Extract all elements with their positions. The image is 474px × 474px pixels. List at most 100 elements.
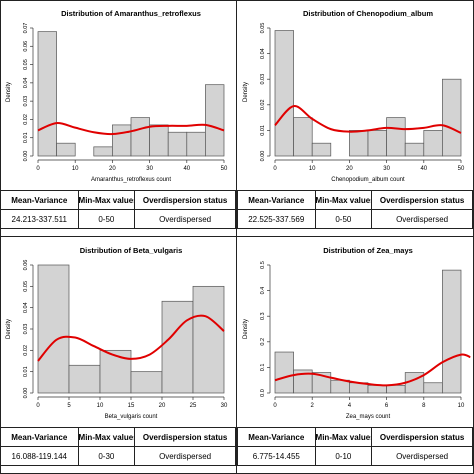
x-tick-label: 4 <box>348 403 352 409</box>
chart-title: Distribution of Zea_mays <box>323 246 413 255</box>
stats-table-amaranthus: Mean-Variance Min-Max values Overdispers… <box>0 190 236 229</box>
y-tick-label: 0.05 <box>260 23 266 34</box>
histogram-bar <box>442 78 462 157</box>
histogram-bar <box>37 31 57 157</box>
y-tick-label: 0.03 <box>260 74 266 85</box>
x-tick-label: 40 <box>183 166 190 172</box>
x-tick-label: 0 <box>36 403 40 409</box>
y-tick-label: 0.04 <box>23 302 29 313</box>
y-tick-label: 0.02 <box>23 114 29 125</box>
density-curve <box>37 314 225 362</box>
density-curve <box>274 105 462 134</box>
y-tick-label: 0.01 <box>23 132 29 143</box>
histogram-bar <box>112 124 132 157</box>
histogram-bar <box>423 130 443 157</box>
histogram-bar <box>386 117 406 157</box>
x-axis-label: Amaranthus_retroflexus count <box>91 177 171 183</box>
density-curve <box>274 353 471 387</box>
histogram-bar <box>130 371 163 394</box>
header-mean-variance: Mean-Variance <box>0 190 79 210</box>
histogram-bar <box>404 142 425 157</box>
stats-table-zea: Mean-Variance Min-Max values Overdispers… <box>237 427 473 466</box>
y-tick-label: 0.04 <box>23 77 29 88</box>
chart-chenopodium: Distribution of Chenopodium_album 0.00 0.0… <box>239 2 471 188</box>
header-overdispersion: Overdispersion status <box>134 427 236 447</box>
cell-overdispersion: Overdispersed <box>134 209 236 229</box>
chart-zea: Distribution of Zea_mays 0.0 0.1 0.2 0.3 0.4 0… <box>239 239 471 425</box>
y-tick-label: 0.00 <box>23 151 29 162</box>
histogram-bar <box>93 146 113 157</box>
histogram-bar <box>330 379 350 394</box>
y-tick-label: 0.2 <box>260 338 266 346</box>
y-tick-label: 0.00 <box>260 151 266 162</box>
y-axis-label: Density <box>6 319 12 339</box>
y-tick-label: 0.01 <box>23 366 29 377</box>
x-tick-label: 6 <box>385 403 389 409</box>
y-tick-label: 0.06 <box>23 260 29 271</box>
header-min-max: Min-Max values <box>77 190 136 210</box>
chart-beta-svg: Distribution of Beta_vulgaris 0.00 0.01 0.0… <box>6 246 228 420</box>
histogram-bar <box>192 285 225 394</box>
x-tick-label: 0 <box>273 403 277 409</box>
chart-chenopodium-svg: Distribution of Chenopodium_album 0.00 0.0… <box>243 9 465 183</box>
histogram-bar <box>442 269 462 394</box>
quadrant-divider-vertical <box>236 0 237 474</box>
x-tick-label: 25 <box>190 403 197 409</box>
chart-amaranthus: Distribution of Amaranthus_retroflexus 0.… <box>2 2 234 188</box>
header-overdispersion: Overdispersion status <box>371 427 473 447</box>
histogram-bar <box>367 130 387 157</box>
y-tick-label: 0.03 <box>23 96 29 107</box>
x-tick-label: 5 <box>67 403 71 409</box>
cell-min-max: 0-50 <box>77 209 136 229</box>
cell-mean-variance: 6.775-14.455 <box>237 446 316 466</box>
x-axis-label: Zea_mays count <box>346 414 391 420</box>
histogram-bar <box>274 351 294 394</box>
x-tick-label: 15 <box>128 403 135 409</box>
histogram-bar <box>205 84 225 157</box>
histogram-bar <box>367 384 387 394</box>
histogram-bar <box>56 142 76 157</box>
chart-beta: Distribution of Beta_vulgaris 0.00 0.01 0.0… <box>2 239 234 425</box>
y-tick-label: 0.06 <box>23 41 29 52</box>
x-tick-label: 10 <box>458 403 465 409</box>
cell-mean-variance: 24.213-337.511 <box>0 209 79 229</box>
y-tick-label: 0.3 <box>260 312 266 320</box>
y-tick-label: 0.02 <box>23 345 29 356</box>
y-tick-label: 0.05 <box>23 281 29 292</box>
x-tick-label: 50 <box>221 166 228 172</box>
chart-title: Distribution of Chenopodium_album <box>303 9 433 18</box>
x-tick-label: 30 <box>146 166 153 172</box>
cell-min-max: 0-10 <box>314 446 373 466</box>
x-tick-label: 10 <box>309 166 316 172</box>
x-tick-label: 30 <box>221 403 228 409</box>
histogram-bar <box>311 142 332 157</box>
density-curve <box>37 122 225 136</box>
y-tick-label: 0.01 <box>260 125 266 136</box>
x-tick-label: 0 <box>36 166 40 172</box>
x-tick-label: 2 <box>311 403 315 409</box>
y-tick-label: 0.05 <box>23 59 29 70</box>
x-tick-label: 20 <box>159 403 166 409</box>
y-tick-label: 0.02 <box>260 99 266 110</box>
header-min-max: Min-Max values <box>314 427 373 447</box>
histogram-bar <box>167 131 188 157</box>
y-axis-label: Density <box>243 319 249 339</box>
header-mean-variance: Mean-Variance <box>0 427 79 447</box>
x-tick-label: 50 <box>458 166 465 172</box>
y-tick-label: 0.00 <box>23 388 29 399</box>
chart-title: Distribution of Amaranthus_retroflexus <box>61 9 201 18</box>
header-overdispersion: Overdispersion status <box>371 190 473 210</box>
x-tick-label: 0 <box>273 166 277 172</box>
x-tick-label: 10 <box>72 166 79 172</box>
x-axis-label: Chenopodium_album count <box>331 177 405 183</box>
header-overdispersion: Overdispersion status <box>134 190 236 210</box>
y-axis-label: Density <box>243 82 249 102</box>
x-axis-label: Beta_vulgaris count <box>105 414 158 420</box>
cell-overdispersion: Overdispersed <box>371 446 473 466</box>
chart-title: Distribution of Beta_vulgaris <box>80 246 183 255</box>
cell-min-max: 0-30 <box>77 446 136 466</box>
histogram-bar <box>386 384 406 394</box>
histogram-bar <box>68 364 101 394</box>
y-tick-label: 0.4 <box>260 287 266 295</box>
cell-min-max: 0-50 <box>314 209 373 229</box>
